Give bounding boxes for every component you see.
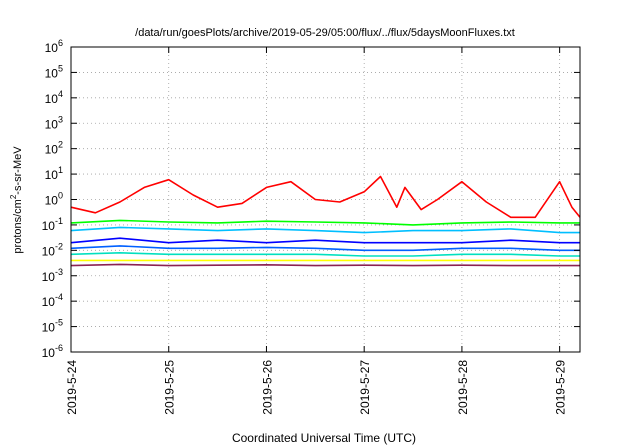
x-tick-label: 2019-5-27 xyxy=(358,360,372,415)
y-tick-label: 10-1 xyxy=(42,216,63,233)
x-tick-label: 2019-5-24 xyxy=(65,360,79,415)
y-axis-label: protons/cm2-s-sr-MeV xyxy=(9,146,24,254)
series-line-4 xyxy=(70,237,580,244)
x-axis: 2019-5-24 2019-5-25 2019-5-26 2019-5-27 2019… xyxy=(65,47,568,415)
x-tick-label: 2019-5-29 xyxy=(554,360,568,415)
y-tick-label: 105 xyxy=(45,63,63,80)
series-group xyxy=(70,175,581,267)
series-line-8 xyxy=(70,263,580,267)
y-tick-label: 10-4 xyxy=(42,292,63,309)
series-line-2 xyxy=(70,219,580,226)
x-tick-label: 2019-5-26 xyxy=(260,360,274,415)
y-tick-label: 10-2 xyxy=(42,241,63,258)
y-tick-label: 104 xyxy=(45,89,63,106)
series-line-3 xyxy=(70,226,580,234)
y-axis-label-rest: -s-sr-MeV xyxy=(12,146,24,195)
y-tick-label: 103 xyxy=(45,114,63,131)
y-axis-label-main: protons/cm xyxy=(12,199,24,253)
y-axis: 10-6 10-5 10-4 10-3 10-2 10-1 100 101 102 103 104 1… xyxy=(42,38,580,360)
y-tick-label: 100 xyxy=(45,191,63,208)
y-tick-label: 101 xyxy=(45,165,63,182)
y-tick-label: 10-5 xyxy=(42,318,63,335)
y-tick-label: 106 xyxy=(45,38,63,55)
y-tick-label: 102 xyxy=(45,140,63,157)
series-line-1 xyxy=(70,175,581,219)
grid xyxy=(71,47,580,352)
series-line-6 xyxy=(70,252,580,257)
x-tick-label: 2019-5-25 xyxy=(163,360,177,415)
x-axis-label: Coordinated Universal Time (UTC) xyxy=(232,431,416,445)
y-tick-label: 10-3 xyxy=(42,267,63,284)
x-tick-label: 2019-5-28 xyxy=(456,360,470,415)
y-axis-label-sup: 2 xyxy=(9,194,18,199)
series-line-5 xyxy=(70,245,580,252)
y-tick-label: 10-6 xyxy=(42,343,63,360)
chart-title: /data/run/goesPlots/archive/2019-05-29/0… xyxy=(135,27,515,39)
